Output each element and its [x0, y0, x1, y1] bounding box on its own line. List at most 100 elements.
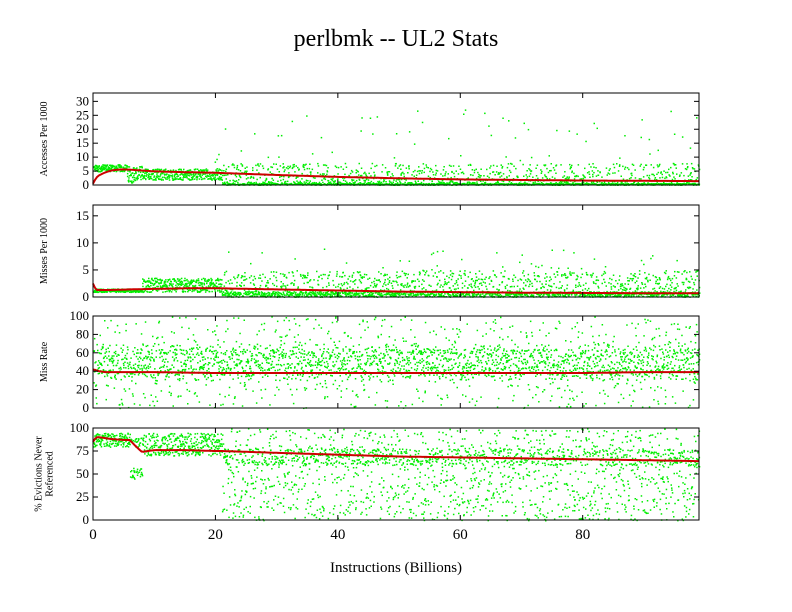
scatter-point	[265, 284, 268, 287]
scatter-point	[152, 279, 155, 282]
scatter-point	[147, 291, 149, 293]
scatter-point	[441, 295, 443, 297]
scatter-point	[528, 279, 530, 281]
scatter-point	[199, 175, 201, 177]
scatter-point	[492, 164, 495, 167]
scatter-point	[195, 173, 197, 175]
scatter-point	[343, 291, 346, 294]
scatter-point	[263, 292, 266, 294]
scatter-point	[241, 165, 244, 167]
scatter-point	[473, 284, 476, 287]
scatter-point	[179, 177, 182, 179]
scatter-point	[142, 177, 144, 180]
scatter-point	[272, 183, 274, 185]
scatter-point	[301, 182, 304, 185]
scatter-point	[410, 183, 413, 186]
scatter-point	[289, 166, 291, 169]
scatter-point	[226, 289, 228, 292]
scatter-point	[687, 166, 689, 168]
scatter-point	[271, 294, 273, 297]
scatter-point	[329, 181, 332, 183]
scatter-point	[305, 291, 308, 294]
scatter-point	[458, 294, 461, 296]
scatter-point	[384, 281, 386, 284]
scatter-point	[350, 169, 353, 172]
scatter-point	[173, 175, 176, 178]
scatter-point	[544, 174, 546, 176]
scatter-point	[219, 283, 222, 285]
scatter-point	[173, 178, 176, 181]
scatter-point	[474, 281, 477, 284]
scatter-point	[527, 182, 529, 185]
scatter-point	[187, 286, 190, 288]
scatter-point	[287, 165, 289, 168]
scatter-point	[483, 294, 485, 297]
scatter-point	[213, 173, 215, 175]
scatter-point	[97, 169, 100, 171]
scatter-point	[298, 168, 300, 170]
scatter-point	[333, 181, 336, 183]
scatter-point	[135, 172, 137, 174]
scatter-point	[278, 156, 280, 158]
scatter-point	[215, 285, 217, 288]
scatter-point	[353, 292, 356, 295]
scatter-point	[206, 282, 208, 285]
scatter-point	[238, 292, 240, 294]
scatter-point	[335, 292, 338, 295]
scatter-point	[231, 164, 233, 166]
scatter-point	[360, 174, 362, 177]
scatter-point	[416, 278, 419, 281]
scatter-point	[192, 178, 194, 181]
scatter-point	[160, 286, 162, 288]
scatter-point	[397, 284, 399, 286]
scatter-point	[129, 180, 132, 182]
scatter-point	[402, 285, 404, 287]
scatter-point	[253, 293, 256, 295]
scatter-point	[414, 287, 416, 289]
scatter-point	[188, 169, 190, 172]
scatter-point	[299, 292, 301, 294]
scatter-point	[510, 171, 512, 174]
scatter-point	[310, 173, 312, 175]
scatter-point	[177, 280, 179, 282]
scatter-point	[659, 177, 661, 179]
scatter-point	[358, 292, 360, 294]
scatter-point	[299, 273, 302, 276]
scatter-point	[272, 282, 274, 285]
scatter-point	[480, 293, 482, 296]
scatter-point	[663, 170, 665, 172]
scatter-point	[660, 183, 663, 185]
scatter-point	[569, 271, 571, 273]
scatter-point	[499, 294, 502, 296]
scatter-point	[326, 292, 328, 294]
scatter-point	[609, 168, 611, 170]
scatter-point	[269, 181, 271, 184]
scatter-point	[606, 294, 609, 296]
scatter-point	[149, 282, 152, 284]
scatter-point	[528, 285, 530, 288]
scatter-point	[338, 283, 340, 286]
scatter-point	[434, 272, 436, 274]
scatter-point	[293, 165, 295, 168]
scatter-point	[674, 164, 677, 166]
scatter-point	[545, 182, 548, 185]
scatter-point	[536, 280, 538, 283]
scatter-point	[107, 166, 110, 168]
scatter-point	[619, 293, 621, 296]
scatter-point	[631, 293, 633, 296]
scatter-point	[240, 282, 243, 284]
scatter-point	[171, 285, 173, 287]
scatter-point	[243, 284, 245, 287]
scatter-point	[589, 291, 591, 293]
scatter-point	[526, 280, 529, 283]
scatter-point	[225, 281, 227, 284]
scatter-point	[641, 291, 643, 293]
scatter-point	[258, 172, 260, 174]
scatter-point	[502, 183, 504, 185]
scatter-point	[619, 164, 621, 166]
scatter-point	[343, 282, 346, 284]
scatter-point	[243, 183, 245, 185]
scatter-point	[335, 291, 337, 294]
scatter-point	[443, 283, 446, 286]
scatter-point	[344, 292, 347, 294]
